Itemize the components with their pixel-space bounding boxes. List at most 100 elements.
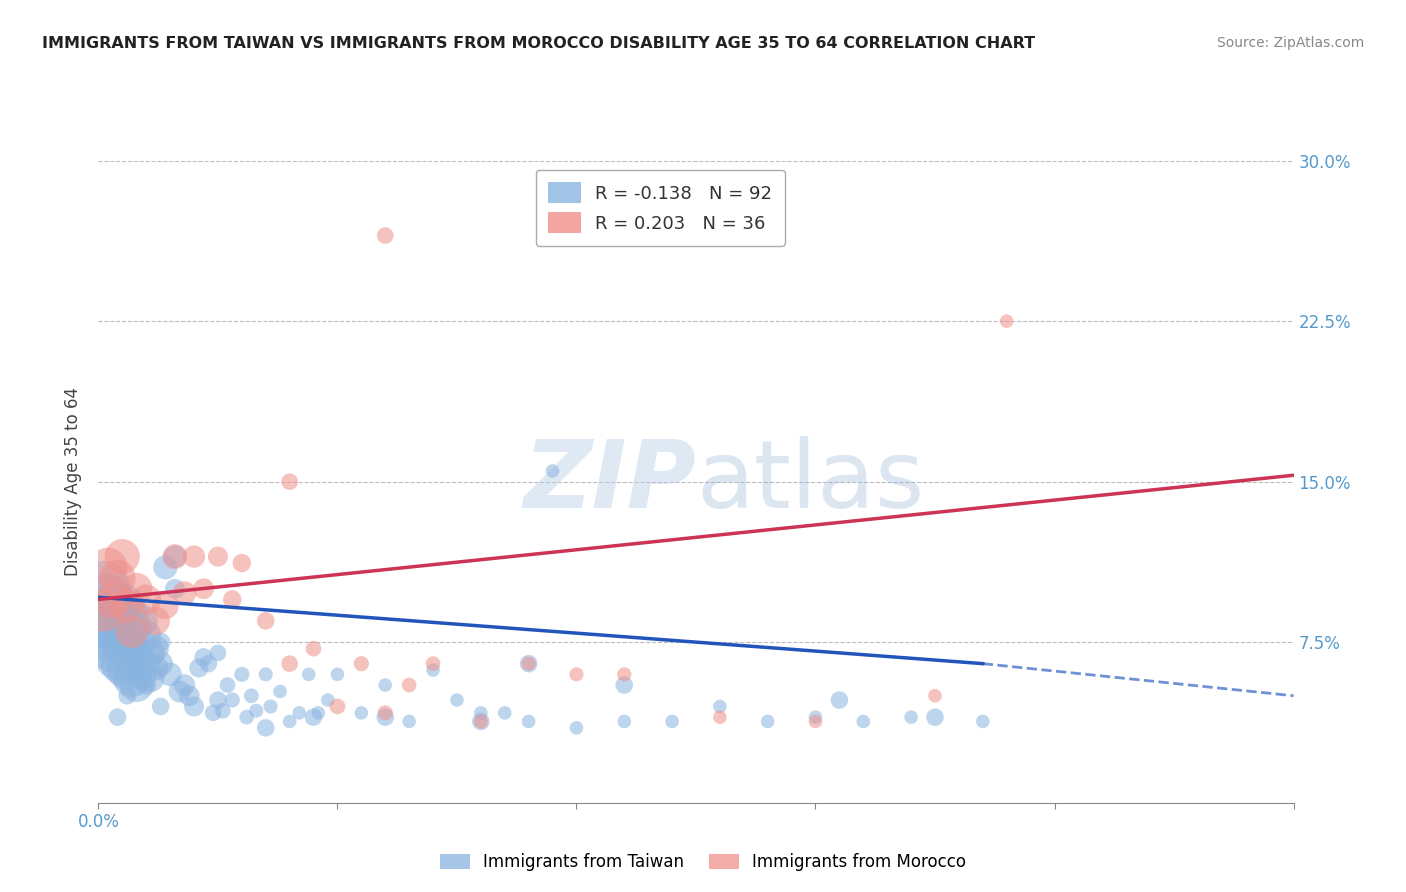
Point: [924, 689, 946, 703]
Point: [125, 582, 148, 596]
Point: [107, 710, 129, 724]
Point: [852, 714, 875, 729]
Point: [278, 475, 301, 489]
Point: [101, 603, 124, 617]
Point: [145, 614, 167, 628]
Point: [374, 706, 396, 720]
Point: [197, 657, 219, 671]
Point: [470, 714, 492, 729]
Point: [517, 714, 540, 729]
Point: [254, 614, 277, 628]
Point: [924, 710, 946, 724]
Point: [125, 635, 148, 649]
Point: [613, 714, 636, 729]
Point: [995, 314, 1018, 328]
Point: [193, 582, 215, 596]
Point: [972, 714, 994, 729]
Point: [470, 714, 492, 729]
Point: [139, 672, 162, 686]
Point: [398, 678, 420, 692]
Point: [207, 693, 229, 707]
Point: [91, 614, 114, 628]
Point: [173, 586, 195, 600]
Point: [565, 721, 588, 735]
Point: [470, 706, 492, 720]
Point: [613, 678, 636, 692]
Point: [207, 646, 229, 660]
Point: [613, 667, 636, 681]
Point: [541, 464, 564, 478]
Point: [121, 657, 143, 671]
Point: [125, 678, 148, 692]
Point: [217, 678, 239, 692]
Point: [374, 710, 396, 724]
Point: [709, 710, 731, 724]
Point: [235, 710, 257, 724]
Point: [254, 721, 277, 735]
Point: [121, 672, 143, 686]
Point: [111, 635, 134, 649]
Point: [422, 657, 444, 671]
Point: [446, 693, 468, 707]
Point: [302, 710, 325, 724]
Y-axis label: Disability Age 35 to 64: Disability Age 35 to 64: [65, 387, 83, 576]
Point: [131, 667, 153, 681]
Point: [115, 689, 138, 703]
Point: [221, 592, 243, 607]
Point: [97, 592, 120, 607]
Point: [211, 704, 233, 718]
Point: [145, 641, 167, 656]
Point: [326, 667, 349, 681]
Text: Source: ZipAtlas.com: Source: ZipAtlas.com: [1216, 36, 1364, 50]
Point: [107, 614, 129, 628]
Point: [91, 582, 114, 596]
Point: [254, 667, 277, 681]
Point: [131, 614, 153, 628]
Point: [900, 710, 922, 724]
Point: [517, 657, 540, 671]
Point: [302, 641, 325, 656]
Text: IMMIGRANTS FROM TAIWAN VS IMMIGRANTS FROM MOROCCO DISABILITY AGE 35 TO 64 CORREL: IMMIGRANTS FROM TAIWAN VS IMMIGRANTS FRO…: [42, 36, 1035, 51]
Point: [804, 714, 827, 729]
Point: [374, 678, 396, 692]
Point: [163, 549, 186, 564]
Point: [259, 699, 281, 714]
Point: [97, 629, 120, 643]
Point: [149, 657, 172, 671]
Point: [111, 549, 134, 564]
Point: [231, 667, 253, 681]
Point: [307, 706, 329, 720]
Point: [350, 657, 373, 671]
Point: [298, 667, 321, 681]
Legend: R = -0.138   N = 92, R = 0.203   N = 36: R = -0.138 N = 92, R = 0.203 N = 36: [536, 169, 785, 245]
Point: [179, 689, 201, 703]
Point: [804, 710, 827, 724]
Point: [661, 714, 683, 729]
Point: [149, 699, 172, 714]
Point: [494, 706, 516, 720]
Point: [135, 657, 157, 671]
Point: [101, 641, 124, 656]
Point: [169, 684, 191, 698]
Point: [231, 556, 253, 570]
Point: [125, 650, 148, 665]
Point: [101, 592, 124, 607]
Point: [221, 693, 243, 707]
Point: [159, 667, 181, 681]
Point: [756, 714, 779, 729]
Point: [155, 599, 177, 613]
Point: [240, 689, 263, 703]
Point: [107, 571, 129, 585]
Point: [350, 706, 373, 720]
Point: [101, 620, 124, 634]
Point: [163, 549, 186, 564]
Point: [398, 714, 420, 729]
Point: [125, 667, 148, 681]
Point: [91, 603, 114, 617]
Point: [245, 704, 267, 718]
Point: [193, 650, 215, 665]
Point: [115, 663, 138, 677]
Point: [207, 549, 229, 564]
Point: [183, 699, 205, 714]
Point: [145, 661, 167, 675]
